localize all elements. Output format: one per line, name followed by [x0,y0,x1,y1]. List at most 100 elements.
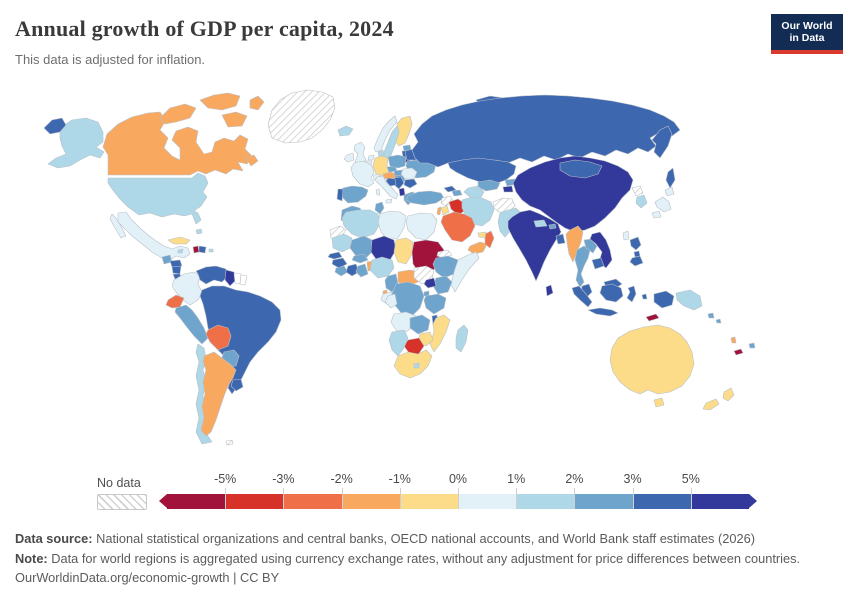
legend-segment-9[interactable] [690,494,750,509]
country-nigeria[interactable]: Nigeria [369,256,395,279]
country-congo[interactable]: Congo [384,293,398,309]
country-italy[interactable]: Italy [374,175,399,200]
country-oman[interactable]: Oman [484,230,495,249]
country-uruguay[interactable]: Uruguay [230,378,244,392]
country-mongolia[interactable]: Mongolia [559,159,603,179]
country-southafrica[interactable]: South Africa [393,349,433,379]
country-northkorea[interactable]: North Korea [631,185,644,197]
country-netherlands[interactable]: Netherlands [367,154,375,161]
country-canada[interactable]: Canada [199,92,241,111]
country-solomon[interactable]: Solomon Islands [707,312,715,319]
no-data-swatch[interactable] [97,494,147,510]
country-israel[interactable]: Israel [436,206,442,216]
country-mexico[interactable]: Mexico [117,211,191,261]
country-italy[interactable]: Italy [385,198,393,204]
country-alaska_usa[interactable]: United States (Alaska) [47,117,105,169]
country-fiji[interactable]: Fiji [748,342,756,349]
country-guyana[interactable]: Guyana [224,269,237,287]
country-mozambique[interactable]: Mozambique [429,314,451,353]
country-ecuador[interactable]: Ecuador [165,294,185,309]
country-bulgaria[interactable]: Bulgaria [403,178,418,189]
country-kazakhstan[interactable]: Kazakhstan [447,157,517,185]
legend-segment-3[interactable] [341,494,400,509]
country-norway[interactable]: Norway [373,115,398,153]
country-bhutan[interactable]: Bhutan [548,223,557,230]
country-france[interactable]: France [350,160,375,188]
country-iceland[interactable]: Iceland [337,125,354,137]
country-newcaledonia[interactable]: New Caledonia [733,348,744,356]
country-indonesia[interactable]: Indonesia [653,290,675,309]
country-chile[interactable]: Chile [195,343,213,445]
country-cambodia[interactable]: Cambodia [591,257,605,270]
country-vietnam[interactable]: Vietnam [589,231,613,269]
country-tanzania[interactable]: Tanzania [423,293,447,315]
country-indonesia[interactable]: Indonesia [599,283,624,303]
country-namibia[interactable]: Namibia [388,329,409,357]
country-ireland[interactable]: Ireland [343,152,355,163]
country-cuba[interactable]: Cuba [167,236,191,245]
country-russia[interactable]: Russia [651,125,673,159]
country-png[interactable]: Papua New Guinea [675,289,703,311]
country-canada[interactable]: Canada [245,154,259,167]
country-timor[interactable]: Timor-Leste [645,313,660,322]
country-saudi[interactable]: Saudi Arabia [440,211,476,243]
country-somalia[interactable]: Somalia [450,251,480,293]
country-falklands[interactable]: Falkland Islands [225,439,234,446]
country-mauritania[interactable]: Mauritania [331,233,353,253]
country-tajikistan[interactable]: Tajikistan [502,185,514,193]
country-india[interactable]: India [507,209,562,282]
country-australia[interactable]: Australia [653,397,665,408]
legend-segment-6[interactable] [516,494,575,509]
country-italy[interactable]: Italy [375,188,381,196]
country-southkorea[interactable]: South Korea [635,194,648,209]
country-croatia[interactable]: Croatia and Bosnia [385,177,397,187]
country-jordan[interactable]: Jordan [440,205,450,216]
country-greenland[interactable]: Greenland [267,89,336,144]
country-puertorico[interactable]: Puerto Rico [208,248,214,253]
country-lesotho[interactable]: Lesotho [413,362,420,369]
country-chukotka[interactable]: Russia (Chukotka) [43,117,67,135]
country-ivorycoast[interactable]: Cote d'Ivoire [345,263,360,277]
country-newzealand[interactable]: New Zealand [722,387,735,402]
owid-logo[interactable]: Our World in Data [771,14,843,54]
country-chad[interactable]: Chad [393,237,414,265]
country-finland[interactable]: Finland [395,115,413,147]
country-mexico[interactable]: Mexico [109,213,127,239]
country-usa[interactable]: United States [107,172,209,225]
country-mali[interactable]: Mali [349,235,375,259]
country-canada[interactable]: Canada [102,111,253,176]
country-poland[interactable]: Poland [387,154,407,169]
country-libya[interactable]: Libya [377,210,407,241]
country-bolivia[interactable]: Bolivia [205,324,232,351]
country-domrep[interactable]: Dominican Republic [198,245,207,254]
country-philippines[interactable]: Philippines [629,236,642,251]
country-zambia[interactable]: Zambia [409,314,431,335]
country-japan[interactable]: Japan [651,210,662,219]
country-niger[interactable]: Niger [370,235,397,263]
country-guinea[interactable]: Guinea [331,257,348,269]
country-indonesia[interactable]: Indonesia [641,293,648,300]
country-honduras[interactable]: Honduras [169,259,183,268]
legend-segment-0[interactable] [167,494,226,509]
country-rwanda[interactable]: Rwanda and Burundi [423,290,430,297]
footer-credit-link[interactable]: OurWorldinData.org/economic-growth | CC … [15,570,280,585]
country-frguiana[interactable]: French Guiana [239,274,248,286]
country-russia[interactable]: Russia [665,167,676,189]
country-bahamas[interactable]: Bahamas [195,228,203,235]
country-indonesia[interactable]: Indonesia [626,285,637,303]
country-burkina[interactable]: Burkina Faso [351,253,369,264]
country-ghana[interactable]: Ghana [355,263,369,278]
country-algeria[interactable]: Algeria [341,209,381,239]
country-indonesia[interactable]: Indonesia [571,285,593,308]
legend-segment-2[interactable] [283,494,342,509]
country-madagascar[interactable]: Madagascar [455,324,469,353]
country-egypt[interactable]: Egypt [405,212,438,241]
legend-segment-1[interactable] [225,494,284,509]
legend-segment-4[interactable] [399,494,459,509]
country-taiwan[interactable]: Taiwan [622,230,630,241]
country-georgia[interactable]: Georgia [443,185,457,193]
country-indonesia[interactable]: Indonesia [587,307,619,317]
legend-segment-7[interactable] [574,494,633,509]
country-sierraleone[interactable]: Sierra Leone and Liberia [334,265,349,277]
country-azerbaijan[interactable]: Azerbaijan [451,189,463,197]
